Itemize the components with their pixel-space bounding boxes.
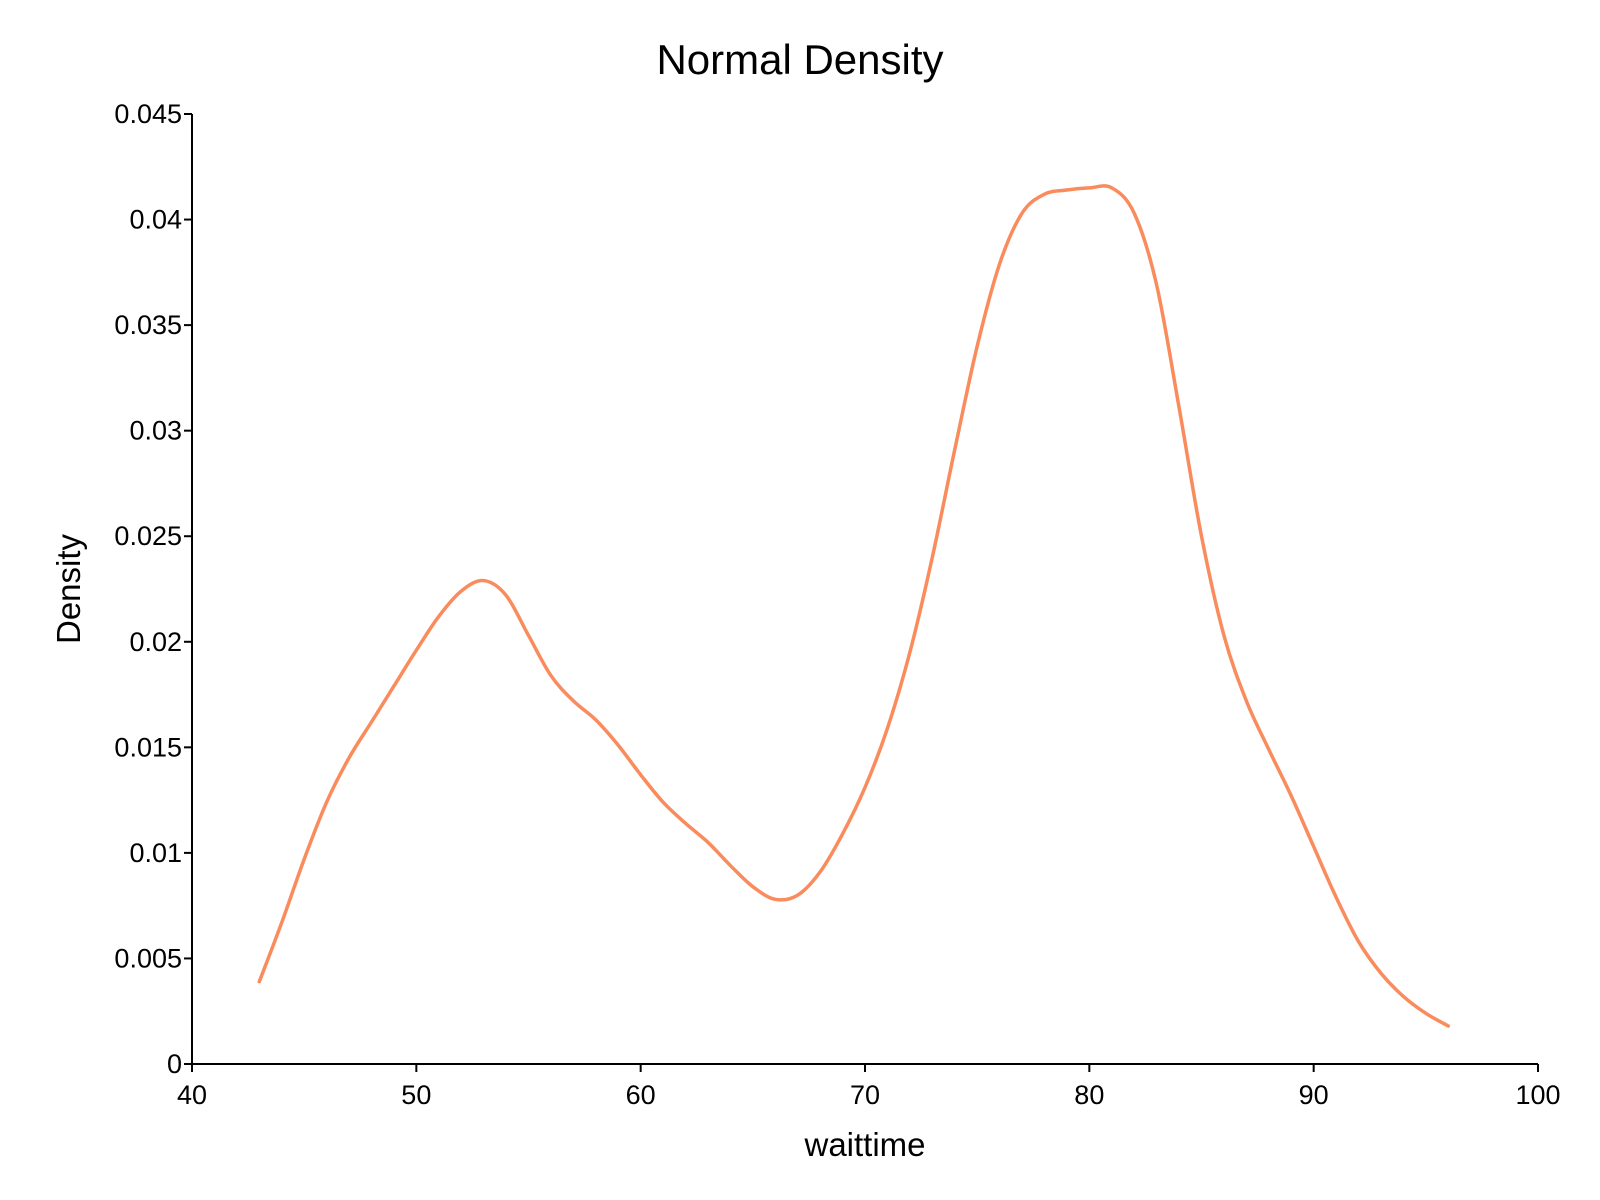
y-tick-label: 0.04 <box>129 205 182 235</box>
x-tick-label: 100 <box>1515 1080 1560 1110</box>
x-tick-label: 80 <box>1074 1080 1104 1110</box>
x-tick-label: 50 <box>401 1080 431 1110</box>
y-axis-title: Density <box>50 533 87 644</box>
chart-title: Normal Density <box>656 36 943 83</box>
y-tick-label: 0.025 <box>114 521 182 551</box>
x-axis-title: waittime <box>803 1126 925 1163</box>
y-tick-label: 0.035 <box>114 310 182 340</box>
y-tick-label: 0.015 <box>114 732 182 762</box>
y-tick-label: 0.01 <box>129 838 182 868</box>
x-tick-label: 70 <box>850 1080 880 1110</box>
y-tick-label: 0.02 <box>129 627 182 657</box>
y-tick-label: 0.005 <box>114 943 182 973</box>
x-axis-ticks: 40 50 60 70 80 90 100 <box>177 1064 1561 1110</box>
y-tick-label: 0.03 <box>129 416 182 446</box>
density-series-line <box>257 184 1451 1028</box>
x-tick-label: 40 <box>177 1080 207 1110</box>
x-tick-label: 90 <box>1299 1080 1329 1110</box>
plot-area: 40 50 60 70 80 90 100 0 0.005 0.01 0.015 0.02 0.025… <box>114 99 1560 1110</box>
x-tick-label: 60 <box>626 1080 656 1110</box>
series-layer <box>257 184 1451 1028</box>
y-tick-label: 0 <box>167 1049 182 1079</box>
y-axis-ticks: 0 0.005 0.01 0.015 0.02 0.025 0.03 0.035 0.04 0.0… <box>114 99 192 1079</box>
y-tick-label: 0.045 <box>114 99 182 129</box>
